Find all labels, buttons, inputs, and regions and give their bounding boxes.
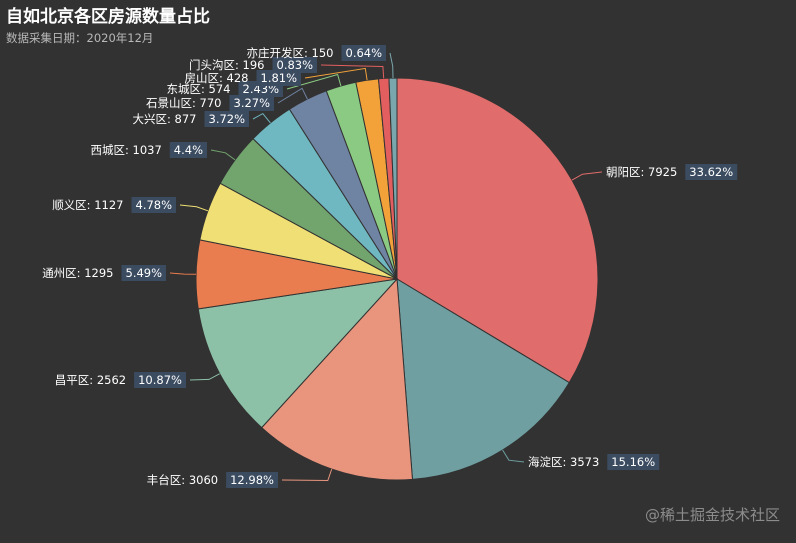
pie-slices <box>195 77 599 481</box>
percent-badge <box>131 197 176 213</box>
slice-percent: 12.98% <box>230 473 274 487</box>
percent-badge <box>169 142 207 158</box>
slice-name-value: 大兴区: 877 <box>133 112 197 126</box>
slice-percent: 15.16% <box>611 455 655 469</box>
slice-percent: 33.62% <box>689 165 733 179</box>
pie-slice[interactable] <box>197 278 399 429</box>
slice-label: 海淀区: 3573 15.16% <box>528 454 660 470</box>
chart-subtitle: 数据采集日期：2020年12月 <box>6 31 154 45</box>
slice-name-value: 房山区: 428 <box>185 71 249 85</box>
leader-line <box>210 149 236 161</box>
slice-name-value: 西城区: 1037 <box>91 143 162 157</box>
pie-slice[interactable] <box>396 278 570 480</box>
percent-badge <box>121 265 166 281</box>
slice-name-value: 通州区: 1295 <box>42 266 113 280</box>
slice-percent: 1.81% <box>261 71 298 85</box>
leader-line <box>277 87 308 104</box>
leader-line <box>502 449 525 463</box>
slice-name-value: 石景山区: 770 <box>146 96 221 110</box>
chart-title: 自如北京各区房源数量占比 <box>6 7 210 27</box>
slice-label: 丰台区: 3060 12.98% <box>147 472 278 488</box>
percent-badge <box>341 45 386 61</box>
leader-line <box>286 73 342 90</box>
slice-name-value: 亦庄开发区: 150 <box>247 46 334 60</box>
percent-badge <box>256 70 301 86</box>
percent-badge <box>204 111 249 127</box>
slice-label: 朝阳区: 7925 33.62% <box>606 164 738 180</box>
leader-line <box>304 67 368 81</box>
slice-percent: 3.72% <box>209 112 246 126</box>
slice-percent: 4.78% <box>136 198 173 212</box>
percent-badge <box>607 454 660 470</box>
slice-percent: 10.87% <box>138 373 182 387</box>
slice-name-value: 门头沟区: 196 <box>189 58 264 72</box>
slice-percent: 4.4% <box>174 143 203 157</box>
leader-line <box>189 373 220 381</box>
leader-line <box>281 468 333 482</box>
slice-label: 亦庄开发区: 150 0.64% <box>247 45 386 61</box>
slice-label: 顺义区: 1127 4.78% <box>52 197 176 213</box>
leader-line <box>320 64 385 79</box>
slice-label: 石景山区: 770 3.27% <box>146 95 274 111</box>
percent-badge <box>272 57 317 73</box>
leader-line <box>389 52 394 79</box>
slice-label: 大兴区: 877 3.72% <box>133 111 249 127</box>
leader-line <box>179 204 209 212</box>
slice-percent: 5.49% <box>126 266 163 280</box>
slice-label: 门头沟区: 196 0.83% <box>189 57 317 73</box>
percent-badge <box>134 372 186 388</box>
pie-labels: 朝阳区: 7925 33.62% 海淀区: 3573 15.16% 丰台区: 3060 1… <box>42 45 738 488</box>
leader-line <box>571 171 603 181</box>
slice-percent: 3.27% <box>234 96 271 110</box>
pie-slice[interactable] <box>388 77 398 280</box>
leader-line <box>252 112 271 124</box>
slice-label: 西城区: 1037 4.4% <box>91 142 207 158</box>
percent-badge <box>685 164 738 180</box>
slice-name-value: 昌平区: 2562 <box>55 373 126 387</box>
leader-line <box>169 272 197 275</box>
slice-percent: 0.83% <box>277 58 314 72</box>
slice-name-value: 丰台区: 3060 <box>147 473 218 487</box>
slice-label: 通州区: 1295 5.49% <box>42 265 166 281</box>
slice-name-value: 海淀区: 3573 <box>528 455 599 469</box>
percent-badge <box>229 95 274 111</box>
pie-slice[interactable] <box>396 77 599 384</box>
slice-percent: 0.64% <box>346 46 383 60</box>
slice-label: 房山区: 428 1.81% <box>185 70 301 86</box>
watermark: @稀土掘金技术社区 <box>644 506 780 524</box>
slice-label: 昌平区: 2562 10.87% <box>55 372 186 388</box>
percent-badge <box>226 472 278 488</box>
slice-name-value: 朝阳区: 7925 <box>606 165 677 179</box>
pie-slice[interactable] <box>260 277 414 481</box>
slice-name-value: 顺义区: 1127 <box>52 198 123 212</box>
slice-name-value: 东城区: 574 <box>167 82 231 96</box>
